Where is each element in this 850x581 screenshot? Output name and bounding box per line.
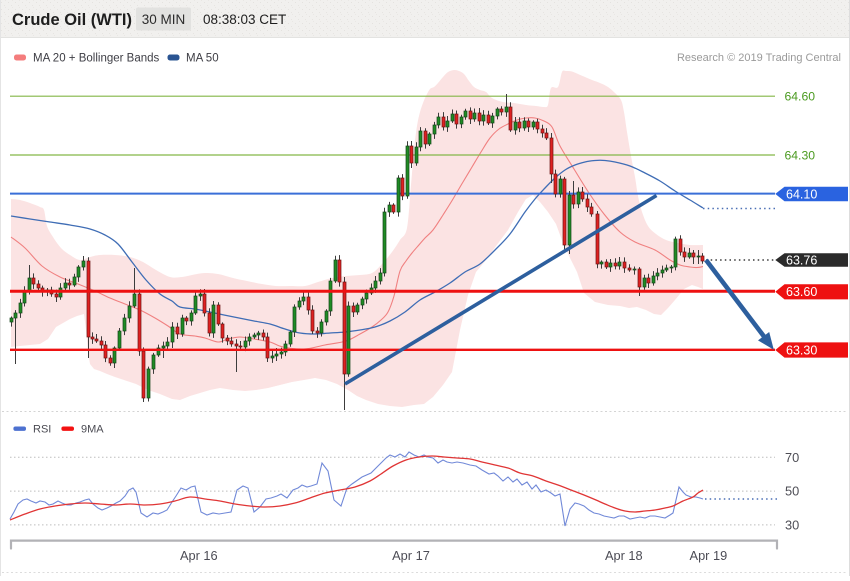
svg-text:64.10: 64.10: [786, 187, 817, 201]
svg-text:08:38:03 CET: 08:38:03 CET: [203, 12, 286, 27]
svg-text:MA 50: MA 50: [186, 53, 219, 65]
svg-text:30: 30: [785, 517, 799, 532]
svg-text:Research © 2019 Trading Centra: Research © 2019 Trading Central: [677, 52, 841, 64]
svg-text:Crude Oil (WTI): Crude Oil (WTI): [12, 10, 132, 29]
svg-text:64.60: 64.60: [785, 90, 816, 104]
svg-text:9MA: 9MA: [81, 424, 104, 436]
svg-text:MA 20 + Bollinger Bands: MA 20 + Bollinger Bands: [33, 53, 160, 65]
svg-text:Apr 16: Apr 16: [180, 548, 218, 563]
svg-text:Apr 17: Apr 17: [392, 548, 430, 563]
svg-text:63.76: 63.76: [786, 253, 817, 267]
svg-text:70: 70: [785, 450, 799, 465]
svg-text:30 MIN: 30 MIN: [142, 12, 186, 27]
svg-text:50: 50: [785, 484, 799, 499]
svg-text:Apr 18: Apr 18: [605, 548, 643, 563]
svg-text:63.30: 63.30: [786, 343, 817, 357]
svg-text:64.30: 64.30: [785, 149, 816, 163]
svg-text:Apr 19: Apr 19: [690, 548, 728, 563]
svg-text:RSI: RSI: [33, 424, 51, 436]
svg-text:63.60: 63.60: [786, 285, 817, 299]
